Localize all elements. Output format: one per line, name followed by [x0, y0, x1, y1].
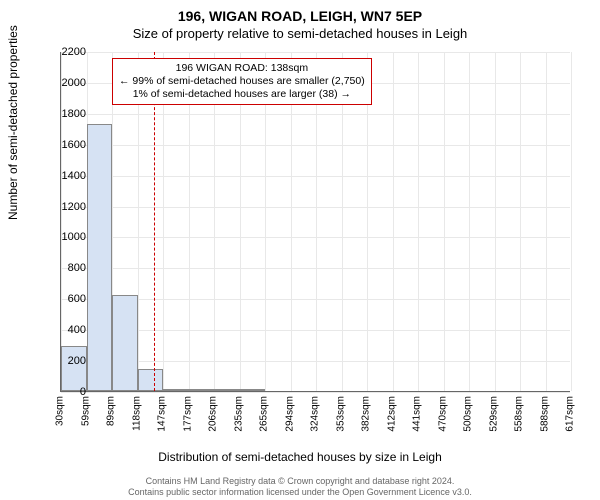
x-tick-label: 294sqm: [284, 396, 295, 432]
y-tick-label: 1600: [46, 139, 86, 151]
x-tick-label: 206sqm: [208, 396, 219, 432]
callout-line-3: 1% of semi-detached houses are larger (3…: [119, 88, 365, 101]
histogram-bar: [138, 369, 164, 391]
y-tick-label: 1200: [46, 201, 86, 213]
gridline-v: [61, 52, 62, 391]
histogram-bar: [189, 389, 215, 391]
histogram-chart: 196 WIGAN ROAD: 138sqm ← 99% of semi-det…: [60, 52, 570, 392]
x-tick-label: 588sqm: [539, 396, 550, 432]
footer-line-2: Contains public sector information licen…: [4, 487, 596, 498]
x-tick-label: 353sqm: [335, 396, 346, 432]
callout-line-1: 196 WIGAN ROAD: 138sqm: [119, 62, 365, 75]
gridline-v: [418, 52, 419, 391]
gridline-v: [571, 52, 572, 391]
x-tick-label: 500sqm: [463, 396, 474, 432]
x-tick-label: 324sqm: [310, 396, 321, 432]
gridline-v: [393, 52, 394, 391]
x-tick-label: 235sqm: [233, 396, 244, 432]
gridline-v: [546, 52, 547, 391]
histogram-bar: [163, 389, 189, 391]
x-tick-label: 147sqm: [157, 396, 168, 432]
histogram-bar: [112, 295, 138, 391]
x-tick-label: 265sqm: [259, 396, 270, 432]
page-subtitle: Size of property relative to semi-detach…: [0, 24, 600, 41]
y-tick-label: 2200: [46, 46, 86, 58]
x-tick-label: 412sqm: [386, 396, 397, 432]
y-tick-label: 200: [46, 355, 86, 367]
x-tick-label: 470sqm: [437, 396, 448, 432]
y-tick-label: 400: [46, 324, 86, 336]
footer-attribution: Contains HM Land Registry data © Crown c…: [0, 474, 600, 500]
page-title: 196, WIGAN ROAD, LEIGH, WN7 5EP: [0, 0, 600, 24]
x-tick-label: 382sqm: [361, 396, 372, 432]
y-tick-label: 600: [46, 293, 86, 305]
histogram-bar: [87, 124, 113, 391]
y-tick-label: 800: [46, 262, 86, 274]
x-tick-label: 89sqm: [106, 396, 117, 426]
callout-box: 196 WIGAN ROAD: 138sqm ← 99% of semi-det…: [112, 58, 372, 105]
x-axis-label: Distribution of semi-detached houses by …: [0, 450, 600, 464]
gridline-h: [61, 392, 570, 393]
gridline-v: [495, 52, 496, 391]
y-axis-label: Number of semi-detached properties: [6, 25, 20, 220]
y-tick-label: 2000: [46, 77, 86, 89]
histogram-bar: [61, 346, 87, 391]
histogram-bar: [240, 389, 266, 391]
gridline-v: [520, 52, 521, 391]
gridline-v: [469, 52, 470, 391]
x-tick-label: 529sqm: [488, 396, 499, 432]
histogram-bar: [214, 389, 240, 391]
x-tick-label: 617sqm: [565, 396, 576, 432]
x-tick-label: 177sqm: [182, 396, 193, 432]
x-tick-label: 558sqm: [514, 396, 525, 432]
x-tick-label: 441sqm: [412, 396, 423, 432]
gridline-v: [444, 52, 445, 391]
x-tick-label: 59sqm: [80, 396, 91, 426]
footer-line-1: Contains HM Land Registry data © Crown c…: [4, 476, 596, 487]
y-tick-label: 1800: [46, 108, 86, 120]
y-tick-label: 1400: [46, 170, 86, 182]
x-tick-label: 118sqm: [131, 396, 142, 431]
y-tick-label: 1000: [46, 231, 86, 243]
x-tick-label: 30sqm: [55, 396, 66, 426]
callout-line-2: ← 99% of semi-detached houses are smalle…: [119, 75, 365, 88]
